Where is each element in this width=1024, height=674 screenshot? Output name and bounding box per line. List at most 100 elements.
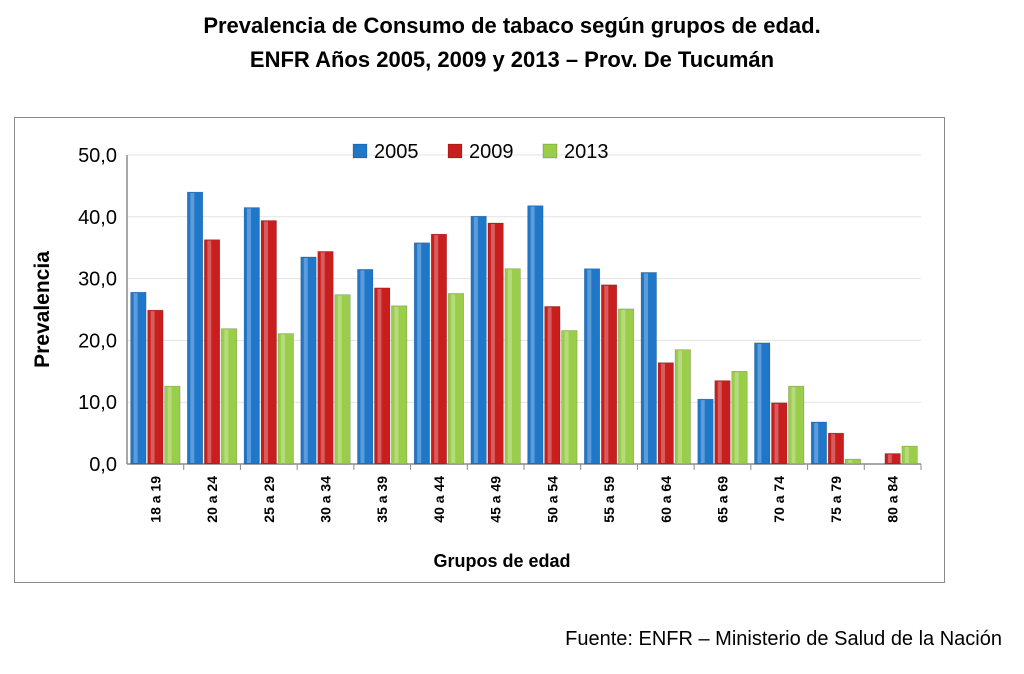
x-tick-label: 50 a 54 <box>544 476 560 523</box>
x-tick-label: 18 a 19 <box>147 476 163 523</box>
bar-highlight <box>247 208 252 463</box>
bar-2005-8 <box>584 268 601 465</box>
bar-2013-7 <box>561 330 578 465</box>
bar-2013-1 <box>221 328 238 465</box>
bar-2013-8 <box>618 308 635 465</box>
legend-swatch-2013 <box>542 143 558 159</box>
y-tick-label: 30,0 <box>78 269 117 291</box>
bar-highlight <box>604 285 609 463</box>
bar-highlight <box>360 270 365 463</box>
bar-highlight <box>303 257 308 463</box>
y-tick-label: 40,0 <box>78 207 117 229</box>
bar-2009-2 <box>260 220 277 465</box>
bar-2009-10 <box>714 380 731 465</box>
bar-highlight <box>757 343 762 463</box>
y-tick-label: 10,0 <box>78 392 117 414</box>
bar-2013-13 <box>901 445 918 465</box>
bar-2009-7 <box>544 306 561 465</box>
bar-2005-3 <box>300 256 317 465</box>
bar-highlight <box>434 235 439 463</box>
bar-2013-3 <box>334 294 351 465</box>
legend-swatch-2005 <box>352 143 368 159</box>
bar-2013-4 <box>391 305 408 465</box>
bar-chart: 0,0 10,0 20,0 30,0 40,0 50,0 18 a 19 20 a 24 25 … <box>31 141 922 571</box>
y-tick-label: 50,0 <box>78 145 117 167</box>
x-tick-label: 70 a 74 <box>771 476 787 523</box>
bar-2005-5 <box>413 242 430 465</box>
bar-2005-9 <box>640 272 657 465</box>
bar-highlight <box>564 331 569 463</box>
bar-highlight <box>394 306 399 463</box>
bar-highlight <box>264 221 269 463</box>
bar-highlight <box>473 217 478 463</box>
x-tick-label: 80 a 84 <box>885 476 901 523</box>
legend-label-2013: 2013 <box>564 141 609 163</box>
x-tick-label: 40 a 44 <box>431 476 447 523</box>
bar-2005-2 <box>243 207 260 465</box>
bar-2009-4 <box>374 287 391 465</box>
bar-2005-10 <box>697 398 714 465</box>
bar-2005-4 <box>357 269 374 465</box>
bar-highlight <box>814 422 819 463</box>
bar-2009-9 <box>657 362 674 465</box>
bar-2013-0 <box>164 385 181 465</box>
legend-swatch-2009 <box>447 143 463 159</box>
chart-title-line2: ENFR Años 2005, 2009 y 2013 – Prov. De T… <box>249 47 775 72</box>
bar-2005-7 <box>527 205 544 465</box>
bar-2009-0 <box>147 309 164 465</box>
bar-highlight <box>904 447 909 463</box>
bar-highlight <box>774 403 779 463</box>
bar-highlight <box>734 372 739 463</box>
bar-highlight <box>417 243 422 463</box>
bar-highlight <box>451 294 456 463</box>
bar-2005-12 <box>810 421 827 465</box>
bar-highlight <box>621 309 626 463</box>
x-tick-label: 75 a 79 <box>828 476 844 523</box>
bar-highlight <box>133 293 138 463</box>
legend-label-2005: 2005 <box>374 141 419 163</box>
bar-highlight <box>530 206 535 463</box>
bar-2013-10 <box>731 371 748 465</box>
x-axis-title: Grupos de edad <box>433 551 570 571</box>
bar-2013-9 <box>674 349 691 465</box>
y-tick-label: 20,0 <box>78 330 117 352</box>
bar-highlight <box>377 288 382 463</box>
legend-label-2009: 2009 <box>469 141 514 163</box>
bar-2005-11 <box>754 342 771 465</box>
bar-2013-2 <box>277 333 294 465</box>
bar-highlight <box>490 223 495 463</box>
x-tick-label: 55 a 59 <box>601 476 617 523</box>
bar-highlight <box>717 381 722 463</box>
bar-2009-6 <box>487 222 504 465</box>
bar-2013-6 <box>504 268 521 465</box>
chart-title-line1: Prevalencia de Consumo de tabaco según g… <box>203 13 821 38</box>
bar-highlight <box>887 454 892 463</box>
bar-highlight <box>150 311 155 463</box>
bar-highlight <box>661 363 666 463</box>
bar-highlight <box>791 387 796 463</box>
x-tick-label: 20 a 24 <box>204 476 220 523</box>
chart-frame: 0,0 10,0 20,0 30,0 40,0 50,0 18 a 19 20 a 24 25 … <box>14 117 945 583</box>
y-tick-label: 0,0 <box>89 454 117 476</box>
bar-2009-8 <box>601 284 618 465</box>
bar-2009-12 <box>827 432 844 465</box>
bar-2013-11 <box>788 385 805 465</box>
bar-2009-1 <box>204 239 221 465</box>
x-tick-label: 45 a 49 <box>488 476 504 523</box>
bar-highlight <box>848 460 853 463</box>
bar-highlight <box>337 295 342 463</box>
x-tick-label: 35 a 39 <box>374 476 390 523</box>
bar-highlight <box>678 350 683 463</box>
bar-2005-0 <box>130 291 147 465</box>
bar-highlight <box>281 334 286 463</box>
bar-highlight <box>207 240 212 463</box>
bar-highlight <box>320 252 325 463</box>
bar-2013-12 <box>844 458 861 465</box>
bar-highlight <box>167 387 172 463</box>
x-tick-label: 25 a 29 <box>261 476 277 523</box>
x-tick-label: 30 a 34 <box>318 476 334 523</box>
bar-2005-1 <box>187 191 204 465</box>
bar-highlight <box>700 400 705 463</box>
bar-2009-11 <box>771 402 788 465</box>
x-tick-label: 60 a 64 <box>658 476 674 523</box>
